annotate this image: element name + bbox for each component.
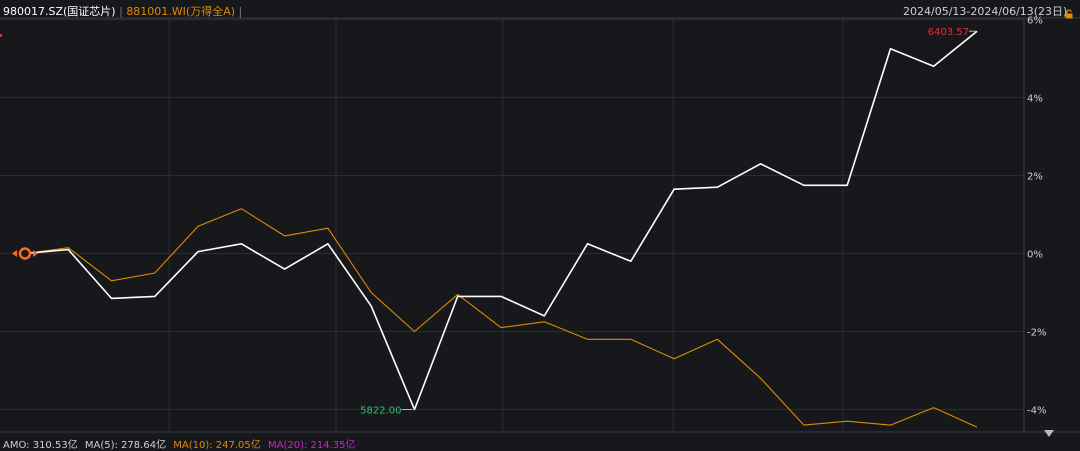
legend-separator-end: | xyxy=(238,5,243,18)
chart-header: 980017.SZ(国证芯片) | 881001.WI(万得全A) | xyxy=(3,3,242,19)
y-tick-label: -4% xyxy=(1027,406,1046,417)
dropdown-triangle-icon[interactable] xyxy=(1044,424,1054,437)
label-layer: 6% 4% 2% 0% -2% -4% 6403.57 5822.00 xyxy=(12,16,1046,417)
date-range-label[interactable]: 2024/05/13-2024/06/13(23日) xyxy=(903,5,1068,18)
y-tick-label: 2% xyxy=(1027,172,1043,183)
y-tick-label: 6% xyxy=(1027,16,1043,27)
max-annotation-label: 6403.57 xyxy=(928,27,969,38)
ma20-value: MA(20): 214.35亿 xyxy=(267,440,356,451)
legend-separator: | xyxy=(119,5,123,18)
ma5-value: MA(5): 278.64亿 xyxy=(84,440,167,451)
series2-legend[interactable]: 881001.WI(万得全A) xyxy=(126,5,236,18)
left-edge-marker xyxy=(0,34,2,37)
start-marker-right-arrow xyxy=(33,250,38,257)
series1-legend[interactable]: 980017.SZ(国证芯片) xyxy=(3,5,116,18)
y-tick-label: 0% xyxy=(1027,250,1043,261)
series-line-2 xyxy=(24,208,978,428)
start-marker-left-arrow xyxy=(12,250,17,257)
y-tick-label: -2% xyxy=(1027,328,1046,339)
series-layer xyxy=(24,30,978,428)
amo-value: AMO: 310.53亿 xyxy=(3,440,78,451)
grid-layer xyxy=(0,17,1080,433)
lock-icon[interactable] xyxy=(1064,4,1074,19)
y-tick-label: 4% xyxy=(1027,94,1043,105)
min-annotation-label: 5822.00 xyxy=(360,406,401,417)
volume-footer: AMO: 310.53亿 MA(5): 278.64亿 MA(10): 247.… xyxy=(3,436,360,451)
start-marker-icon xyxy=(18,247,32,260)
series-line-1 xyxy=(24,30,978,411)
ma10-value: MA(10): 247.05亿 xyxy=(173,440,261,451)
